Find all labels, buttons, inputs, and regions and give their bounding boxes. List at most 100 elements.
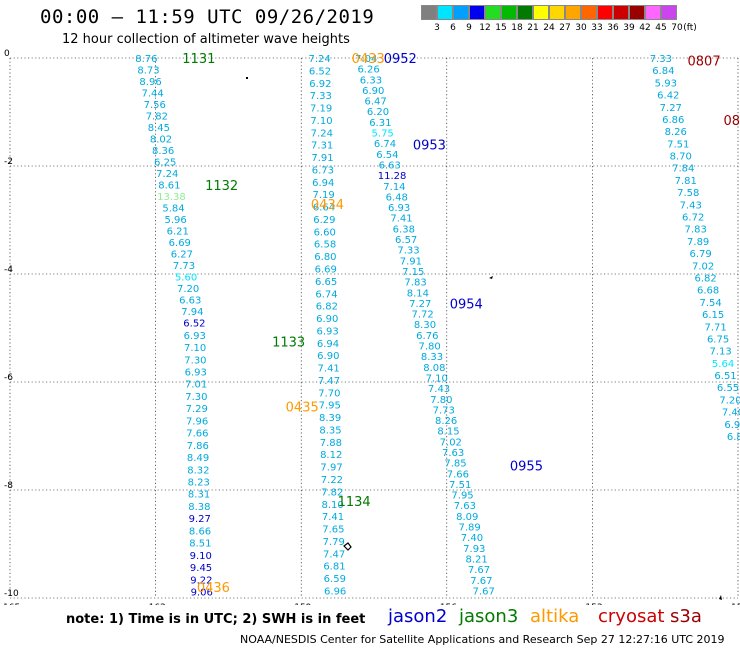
wave-height-value: 7.15 (402, 267, 424, 278)
wave-height-value: 6.74 (374, 139, 396, 150)
wave-height-value: 7.93 (463, 544, 485, 555)
wave-height-value: 6.86 (662, 115, 684, 126)
wave-height-value: 7.84 (672, 164, 694, 175)
wave-height-value: 6.94 (317, 339, 339, 350)
color-scale-label: 36 (607, 23, 619, 33)
wave-height-value: 6.90 (362, 86, 384, 97)
wave-height-value: 6.94 (312, 178, 334, 189)
lat-tick-label: -4 (4, 265, 13, 275)
wave-height-value: 5.93 (655, 78, 677, 89)
wave-height-value: 8.51 (189, 539, 211, 550)
wave-height-value: 6.26 (357, 65, 379, 76)
wave-height-value: 6.57 (395, 235, 417, 246)
wave-height-value: 7.79 (323, 537, 345, 548)
wave-height-value: 7.29 (186, 404, 208, 415)
color-swatch (549, 5, 565, 20)
wave-height-value: 7.41 (322, 512, 344, 523)
wave-height-value: 7.82 (321, 487, 343, 498)
wave-height-value: 7.80 (419, 342, 441, 353)
wave-height-value: 7.40 (461, 533, 483, 544)
wave-height-value: 6.29 (313, 215, 335, 226)
color-swatch (517, 5, 533, 20)
wave-height-value: 6.63 (179, 296, 201, 307)
wave-height-value: 6.51 (714, 371, 736, 382)
wave-height-value: 7.81 (675, 176, 697, 187)
wave-height-value: 7.04 (355, 54, 377, 65)
color-scale-label: 6 (450, 23, 456, 33)
wave-height-value: 6.65 (315, 277, 337, 288)
wave-height-value: 8.26 (435, 416, 457, 427)
page-title: 00:00 – 11:59 UTC 09/26/2019 (40, 6, 375, 28)
wave-height-value: 6.54 (376, 150, 398, 161)
wave-height-value: 6.63 (379, 160, 401, 171)
wave-height-value: 7.20 (177, 284, 199, 295)
wave-height-value: 7.24 (156, 169, 178, 180)
pass-time-label: 0807 (688, 55, 721, 70)
wave-height-value: 7.30 (184, 355, 206, 366)
wave-height-value: 7.71 (704, 322, 726, 333)
wave-height-value: 11.28 (378, 171, 407, 182)
wave-height-value: 7.91 (311, 153, 333, 164)
wave-height-value: 6.96 (324, 586, 346, 597)
wave-height-value: 6.47 (364, 97, 386, 108)
wave-height-value: 8.36 (152, 146, 174, 157)
wave-height-value: 7.10 (426, 373, 448, 384)
color-scale-label: 39 (623, 23, 635, 33)
wave-height-value: 6.93 (185, 367, 207, 378)
wave-height-value: 8.70 (670, 152, 692, 163)
wave-height-value: 7.85 (444, 459, 466, 470)
pass-time-label: 0954 (450, 298, 483, 313)
color-scale-label: 24 (543, 23, 555, 33)
wave-height-value: 7.41 (390, 214, 412, 225)
wave-height-value: 6.92 (309, 79, 331, 90)
wave-height-value: 7.22 (321, 475, 343, 486)
wave-height-value: 8.14 (407, 288, 429, 299)
wave-height-value: 8.76 (135, 54, 157, 65)
wave-height-value: 7.95 (451, 491, 473, 502)
altika-track: 7.046.266.336.906.476.206.315.756.746.54… (355, 54, 495, 597)
wave-height-value: 7.66 (447, 469, 469, 480)
island-marker (246, 77, 248, 79)
wave-height-value: 8.12 (320, 450, 342, 461)
color-scale-unit: (ft) (683, 23, 697, 33)
color-scale-label: 21 (527, 23, 539, 33)
wave-height-value: 8.32 (187, 465, 209, 476)
color-scale-label: 18 (511, 23, 523, 33)
wave-height-value: 7.43 (428, 384, 450, 395)
wave-height-value: 8.10 (322, 500, 344, 511)
wave-height-value: 6.69 (315, 264, 337, 275)
legend-item-jason3: jason3 (459, 606, 519, 627)
wave-height-value: 8.38 (188, 502, 210, 513)
wave-height-value: 7.86 (187, 441, 209, 452)
wave-height-value: 7.40 (722, 408, 740, 419)
wave-height-value: 7.33 (310, 91, 332, 102)
island-markers (246, 77, 722, 600)
color-scale-label: 70 (671, 23, 683, 33)
lon-tick-label: -165 (0, 603, 20, 605)
page-subtitle: 12 hour collection of altimeter wave hei… (62, 32, 350, 47)
lat-tick-label: -6 (4, 373, 13, 383)
wave-height-value: 8.66 (189, 526, 211, 537)
wave-height-value: 7.02 (440, 437, 462, 448)
wave-height-value: 7.58 (677, 188, 699, 199)
color-scale-label: 9 (466, 23, 472, 33)
wave-height-value: 6.20 (367, 107, 389, 118)
wave-height-value: 7.67 (468, 565, 490, 576)
color-swatch (597, 5, 613, 20)
wave-height-value: 6.21 (167, 227, 189, 238)
wave-height-value: 6.80 (314, 252, 336, 263)
wave-height-value: 6.48 (386, 192, 408, 203)
lat-tick-label: 0 (4, 49, 10, 59)
wave-height-value: 7.02 (692, 261, 714, 272)
altimeter-map[interactable]: -165 -162 -159 -156 -153 -150 0 -2 -4 -6 -8 -10 8.7… (0, 0, 740, 605)
legend-item-cryosat: cryosat (598, 606, 665, 627)
wave-height-value: 7.10 (184, 343, 206, 354)
pass-time-label: 0435 (286, 400, 319, 415)
color-swatch (629, 5, 645, 20)
wave-height-value: 6.27 (171, 250, 193, 261)
wave-height-value: 7.80 (430, 395, 452, 406)
wave-height-value: 7.10 (310, 116, 332, 127)
legend-item-altika: altika (530, 606, 580, 627)
wave-height-value: 7.82 (146, 112, 168, 123)
wave-height-value: 6.58 (314, 240, 336, 251)
